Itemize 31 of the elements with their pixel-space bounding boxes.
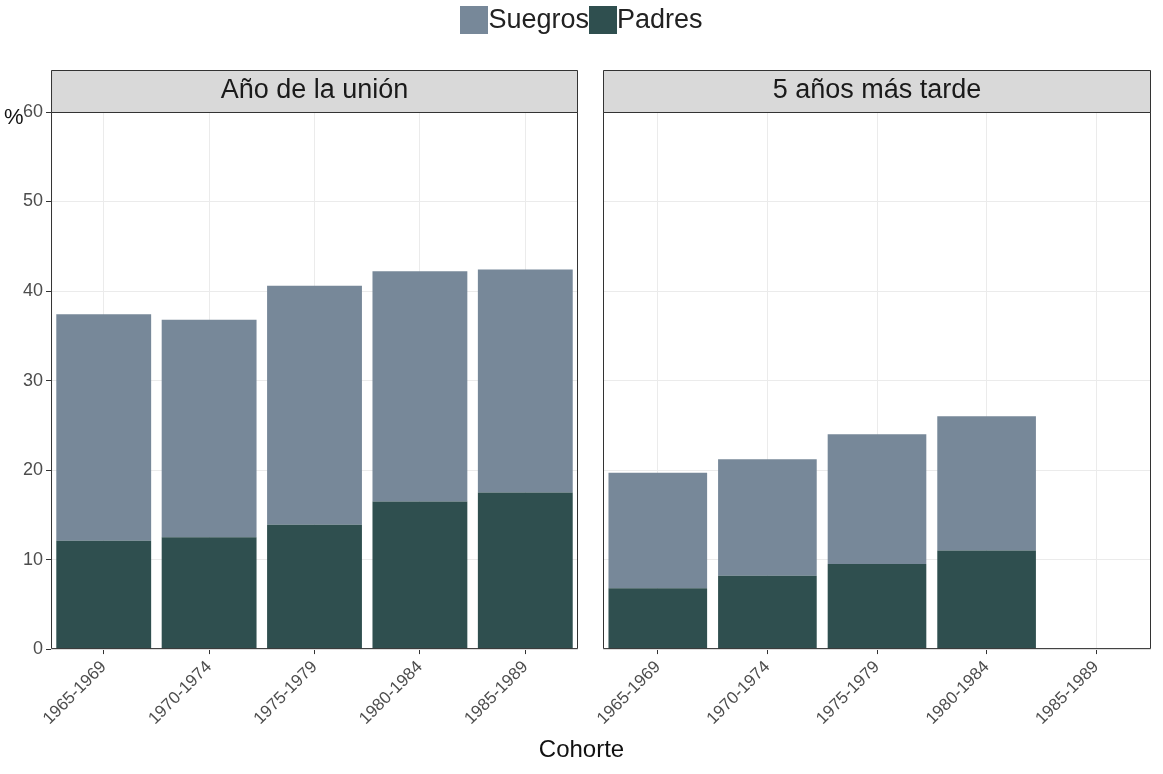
y-tick-label: 50: [22, 190, 44, 211]
y-tick-label: 60: [22, 100, 44, 121]
legend-label: Padres: [617, 4, 703, 35]
bar: [372, 271, 468, 502]
bar: [56, 314, 152, 541]
bar: [608, 588, 708, 649]
x-axis-title: Cohorte: [537, 735, 626, 763]
y-tick-label: 10: [22, 548, 44, 569]
legend-label: Suegros: [488, 4, 589, 35]
bar: [827, 564, 927, 649]
bar: [372, 501, 468, 649]
bar: [161, 319, 257, 538]
bar: [56, 540, 152, 649]
bar: [608, 472, 708, 589]
y-tick-label: 0: [33, 638, 44, 659]
y-tick-label: 20: [22, 459, 44, 480]
bar: [718, 575, 817, 649]
y-tick-label: 40: [22, 280, 44, 300]
bar: [477, 492, 573, 649]
bar: [937, 550, 1036, 649]
bar: [937, 416, 1036, 551]
chart-title: Año de la unión: [220, 74, 409, 105]
bar: [267, 524, 362, 649]
bar: [267, 285, 362, 525]
bar: [718, 459, 817, 576]
y-tick-label: 30: [22, 369, 44, 390]
chart-title: 5 años más tarde: [772, 74, 982, 105]
bar: [827, 434, 927, 565]
bar: [161, 537, 257, 649]
y-axis-title: %: [4, 104, 24, 130]
bar: [477, 269, 573, 493]
